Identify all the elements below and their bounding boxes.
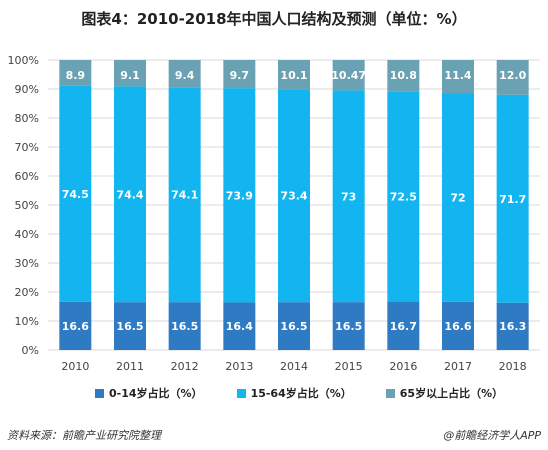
bar-segment-15-64-2010	[59, 85, 92, 302]
bar-segment-15-64-2013	[223, 88, 256, 303]
legend-swatch-15-64	[236, 388, 246, 398]
source-note: 资料来源：前瞻产业研究院整理	[7, 429, 161, 442]
data-label-15-64-2017: 72	[450, 191, 465, 204]
data-label-0-14-2011: 16.5	[116, 320, 143, 333]
data-label-65-plus-2014: 10.1	[280, 69, 307, 82]
data-label-15-64-2014: 73.4	[280, 190, 307, 203]
x-tick-label-2011: 2011	[116, 360, 144, 373]
data-label-15-64-2013: 73.9	[226, 189, 253, 202]
bar-segment-0-14-2015	[332, 302, 365, 350]
y-tick-label: 100%	[8, 54, 39, 67]
y-tick-label: 80%	[15, 112, 39, 125]
bar-segment-0-14-2012	[168, 302, 201, 350]
bar-segment-0-14-2011	[114, 302, 146, 350]
bar-segment-65-plus-2017	[442, 60, 474, 94]
data-label-0-14-2013: 16.4	[226, 320, 253, 333]
brand-credit: @前瞻经济学人APP	[443, 429, 541, 442]
data-label-65-plus-2015: 10.47	[331, 69, 366, 82]
legend-swatch-65-plus	[385, 388, 395, 398]
data-label-0-14-2010: 16.6	[62, 320, 89, 333]
legend-item-15-64: 15-64岁占比（%）	[236, 385, 352, 401]
x-tick-label-2015: 2015	[335, 360, 363, 373]
bar-segment-65-plus-2018	[496, 60, 529, 95]
data-label-15-64-2012: 74.1	[171, 189, 198, 202]
y-tick-label: 40%	[15, 228, 39, 241]
bar-segment-65-plus-2012	[168, 60, 201, 88]
y-tick-label: 10%	[15, 315, 39, 328]
bar-segment-65-plus-2011	[114, 60, 146, 87]
data-label-65-plus-2012: 9.4	[175, 69, 195, 82]
data-label-0-14-2017: 16.6	[444, 320, 471, 333]
bar-segment-0-14-2010	[59, 301, 92, 350]
x-tick-label-2010: 2010	[61, 360, 89, 373]
y-tick-label: 50%	[15, 199, 39, 212]
data-label-15-64-2010: 74.5	[62, 188, 89, 201]
bar-segment-15-64-2011	[114, 86, 146, 303]
x-tick-label-2014: 2014	[280, 360, 308, 373]
legend-label-15-64: 15-64岁占比（%）	[250, 387, 352, 400]
y-tick-label: 60%	[15, 170, 39, 183]
data-label-65-plus-2013: 9.7	[230, 69, 250, 82]
data-label-65-plus-2017: 11.4	[444, 69, 471, 82]
legend-label-65-plus: 65岁以上占比（%）	[399, 387, 504, 400]
y-tick-label: 0%	[22, 344, 39, 357]
data-label-0-14-2016: 16.7	[390, 320, 417, 333]
y-tick-label: 70%	[15, 141, 39, 154]
data-label-65-plus-2011: 9.1	[120, 69, 140, 82]
x-tick-label-2013: 2013	[225, 360, 253, 373]
legend-item-0-14: 0-14岁占比（%）	[95, 385, 203, 401]
footer: 资料来源：前瞻产业研究院整理 @前瞻经济学人APP	[7, 427, 541, 443]
y-tick-label: 30%	[15, 257, 39, 270]
bar-segment-0-14-2017	[442, 301, 474, 350]
legend: 0-14岁占比（%） 15-64岁占比（%） 65岁以上占比（%）	[95, 385, 503, 401]
x-tick-label-2018: 2018	[499, 360, 527, 373]
bar-segment-65-plus-2015	[332, 60, 365, 91]
bar-segment-0-14-2013	[223, 302, 256, 350]
x-tick-label-2012: 2012	[171, 360, 199, 373]
x-tick-label-2016: 2016	[389, 360, 417, 373]
y-tick-label: 20%	[15, 286, 39, 299]
data-label-65-plus-2010: 8.9	[66, 69, 86, 82]
bar-segment-0-14-2018	[496, 302, 529, 350]
data-label-15-64-2016: 72.5	[390, 190, 417, 203]
bar-segment-65-plus-2010	[59, 60, 92, 86]
bar-segment-65-plus-2016	[387, 60, 420, 92]
data-label-0-14-2014: 16.5	[280, 320, 307, 333]
bar-segment-15-64-2018	[496, 94, 529, 303]
bar-segment-0-14-2014	[278, 302, 310, 350]
data-label-15-64-2018: 71.7	[499, 193, 526, 206]
data-label-0-14-2015: 16.5	[335, 320, 362, 333]
bar-segment-65-plus-2013	[223, 60, 256, 89]
x-tick-label-2017: 2017	[444, 360, 472, 373]
bar-segment-15-64-2015	[332, 90, 365, 303]
bar-segment-15-64-2014	[278, 89, 310, 303]
bar-segment-0-14-2016	[387, 301, 420, 350]
data-label-15-64-2015: 73	[341, 190, 356, 203]
data-label-0-14-2018: 16.3	[499, 320, 526, 333]
y-tick-label: 90%	[15, 83, 39, 96]
bar-segment-15-64-2012	[168, 87, 201, 303]
bar-segment-15-64-2017	[442, 93, 474, 302]
data-label-65-plus-2018: 12.0	[499, 69, 526, 82]
stacked-bar-chart: 0% 10% 20% 30% 40% 50% 60% 70% 80% 90% 100% 16.6 74.…	[8, 54, 540, 373]
bar-segment-15-64-2016	[387, 91, 420, 302]
legend-label-0-14: 0-14岁占比（%）	[109, 387, 203, 400]
chart-title: 图表4：2010-2018年中国人口结构及预测（单位：%）	[81, 10, 467, 28]
legend-swatch-0-14	[95, 388, 104, 398]
data-label-0-14-2012: 16.5	[171, 320, 198, 333]
bar-segment-65-plus-2014	[278, 60, 310, 90]
data-label-65-plus-2016: 10.8	[390, 69, 417, 82]
legend-item-65-plus: 65岁以上占比（%）	[385, 385, 504, 401]
data-label-15-64-2011: 74.4	[116, 188, 143, 201]
